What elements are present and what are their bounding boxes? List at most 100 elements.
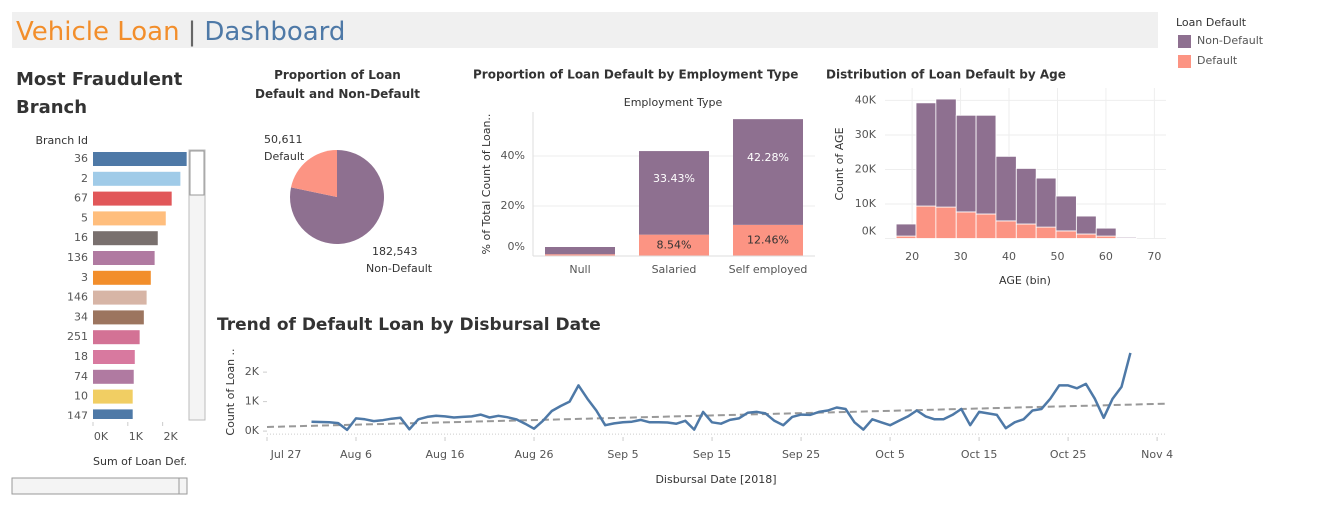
x-tick-label: Oct 15: [961, 448, 998, 461]
histogram-bar: [955, 114, 977, 213]
scrollbar-h[interactable]: [11, 477, 188, 495]
histogram-bar: [975, 213, 997, 239]
y-tick-label: 2: [81, 172, 88, 185]
x-tick-label: Salaried: [652, 263, 697, 276]
y-tick-label: 34: [74, 310, 88, 323]
x-tick-label: Null: [569, 263, 590, 276]
bar: [93, 152, 187, 166]
y-tick-label: 40%: [501, 149, 525, 162]
histogram-bar: [975, 114, 997, 215]
histogram-bar: [915, 205, 937, 239]
bar: [93, 171, 181, 186]
y-tick-label: 10: [74, 390, 88, 403]
scroll-thumb[interactable]: [189, 150, 205, 196]
histogram-bar: [1075, 233, 1097, 239]
axis-title: Sum of Loan Def.: [93, 455, 187, 468]
branch-title: Most Fraudulent Branch: [16, 69, 183, 118]
bar: [93, 270, 151, 285]
x-tick-label: Sep 15: [693, 448, 731, 461]
x-tick-label: 0K: [94, 430, 109, 443]
histogram-bar: [895, 223, 917, 237]
data-label: 50,611: [264, 133, 303, 146]
axis-title: Count of AGE: [833, 127, 846, 200]
y-tick-label: 0K: [245, 424, 260, 437]
trend-line: [266, 402, 1167, 428]
axis-title: Disbursal Date [2018]: [655, 473, 776, 486]
y-tick-label: 3: [81, 271, 88, 284]
category-label: Default: [264, 150, 305, 163]
pie-title: Proportion of Loan Default and Non-Defau…: [254, 68, 421, 101]
scrollbar[interactable]: [188, 149, 206, 421]
chart-title: Distribution of Loan Default by Age: [826, 68, 1066, 82]
bar-segment: [639, 151, 709, 235]
histogram-bar: [1035, 177, 1057, 228]
data-label: 12.46%: [747, 233, 789, 246]
x-tick-label: Aug 26: [515, 448, 554, 461]
histogram-bar: [1055, 195, 1077, 232]
bar: [93, 369, 134, 384]
bar: [93, 389, 133, 404]
y-tick-label: 147: [67, 409, 88, 422]
y-tick-label: 251: [67, 330, 88, 343]
bar: [93, 191, 172, 206]
x-tick-label: Nov 4: [1141, 448, 1173, 461]
histogram-bar: [995, 220, 1017, 239]
header-subtitle: Dashboard: [204, 17, 345, 47]
bar: [93, 211, 166, 226]
y-tick-label: 20K: [855, 162, 877, 175]
x-tick-label: Self employed: [729, 263, 808, 276]
bar: [93, 251, 155, 265]
x-tick-label: Oct 5: [875, 448, 905, 461]
column-header: Employment Type: [624, 96, 723, 109]
y-tick-label: 1K: [245, 395, 260, 408]
header: Vehicle Loan | Dashboard: [16, 17, 345, 47]
bar-segment: [733, 119, 803, 225]
y-tick-label: 136: [67, 251, 88, 264]
axis-title: Count of Loan ..: [224, 348, 237, 435]
axis-title: AGE (bin): [999, 274, 1051, 287]
x-tick-label: Sep 5: [607, 448, 638, 461]
x-tick-label: 2K: [164, 430, 179, 443]
histogram-bar: [1015, 168, 1037, 225]
bar: [93, 350, 135, 364]
bar: [93, 409, 133, 419]
header-title: Vehicle Loan: [16, 17, 180, 47]
bar-segment: [639, 234, 709, 256]
y-tick-label: 18: [74, 350, 88, 363]
legend-label: Non-Default: [1197, 34, 1264, 47]
y-tick-label: 20%: [501, 199, 525, 212]
x-tick-label: Jul 27: [270, 448, 302, 461]
legend-swatch: [1178, 35, 1191, 48]
y-tick-label: 36: [74, 152, 88, 165]
x-tick-label: 70: [1147, 250, 1161, 263]
x-tick-label: 50: [1050, 250, 1064, 263]
data-label: 42.28%: [747, 151, 789, 164]
y-tick-label: 0%: [508, 240, 525, 253]
legend-label: Default: [1197, 54, 1238, 67]
y-tick-label: 5: [81, 211, 88, 224]
histogram-bar: [1095, 227, 1117, 237]
histogram-bar: [1115, 236, 1137, 239]
x-tick-label: Aug 16: [426, 448, 465, 461]
histogram-bar: [935, 98, 957, 208]
histogram-bar: [935, 206, 957, 239]
histogram-bar: [1075, 215, 1097, 235]
category-label: Non-Default: [366, 262, 433, 275]
y-tick-label: 146: [67, 291, 88, 304]
legend-swatch: [1178, 55, 1191, 68]
x-tick-label: Aug 6: [340, 448, 372, 461]
x-tick-label: 1K: [129, 430, 144, 443]
bar-segment: [733, 224, 803, 256]
bar: [93, 330, 140, 345]
x-tick-label: Oct 25: [1050, 448, 1087, 461]
header-bar: [12, 12, 1158, 48]
y-tick-label: 16: [74, 231, 88, 244]
data-label: 33.43%: [653, 172, 695, 185]
line: [311, 352, 1132, 432]
header-separator: |: [188, 17, 197, 47]
y-tick-label: 2K: [245, 365, 260, 378]
pie-slice: [291, 150, 337, 197]
data-label: 8.54%: [657, 238, 692, 251]
